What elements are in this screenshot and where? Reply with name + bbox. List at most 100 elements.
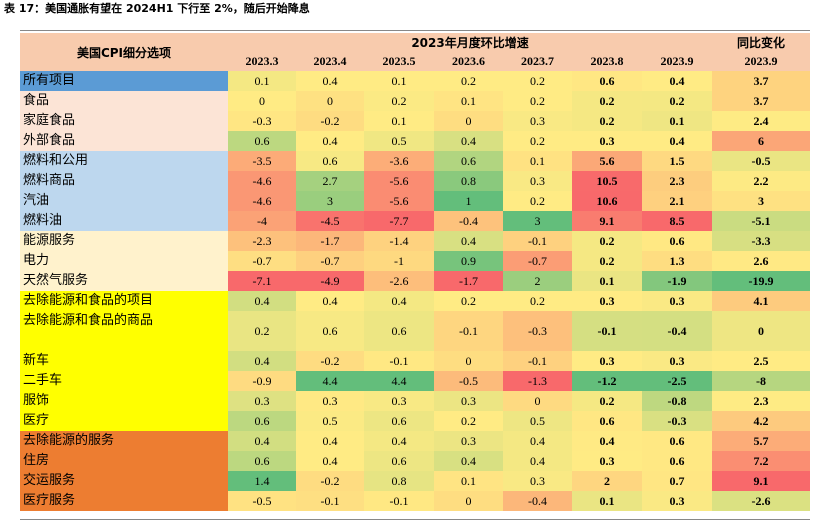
value-cell: -1.9: [642, 271, 713, 291]
value-cell: 8.5: [642, 211, 713, 231]
value-cell: 0.6: [642, 431, 713, 451]
value-cell: 2.5: [712, 351, 811, 371]
value-cell: 4.4: [364, 371, 434, 391]
value-cell: 0.9: [434, 251, 503, 271]
value-cell: 0.2: [503, 71, 572, 91]
value-cell: -3.5: [228, 151, 296, 171]
value-cell: 5.6: [572, 151, 642, 171]
value-cell: 3.7: [712, 71, 811, 91]
value-cell: 0.4: [364, 431, 434, 451]
value-cell: 3: [503, 211, 572, 231]
row-label: 家庭食品: [20, 111, 228, 131]
table-row: 去除能源的服务 0.4 0.4 0.4 0.3 0.4 0.4 0.6 5.7: [20, 431, 811, 451]
table-row: 医疗 0.6 0.5 0.6 0.2 0.5 0.6 -0.3 4.2: [20, 411, 811, 431]
row-label: 去除能源和食品的商品: [20, 311, 228, 351]
value-cell: 1: [434, 191, 503, 211]
column-header: 2023.7: [503, 52, 572, 71]
value-cell: 0: [228, 91, 296, 111]
value-cell: 2.2: [712, 171, 811, 191]
value-cell: 2.3: [642, 171, 713, 191]
value-cell: 0.3: [572, 351, 642, 371]
value-cell: 10.6: [572, 191, 642, 211]
value-cell: -1.2: [572, 371, 642, 391]
value-cell: -1.4: [364, 231, 434, 251]
row-label: 天然气服务: [20, 271, 228, 291]
table-row: 食品 0 0 0.2 0.1 0.2 0.2 0.2 3.7: [20, 91, 811, 111]
value-cell: 0.6: [364, 411, 434, 431]
value-cell: 4.4: [296, 371, 364, 391]
value-cell: 0.6: [228, 411, 296, 431]
value-cell: -2.5: [642, 371, 713, 391]
column-header: 2023.9: [712, 52, 811, 71]
table-header: 美国CPI细分选项 2023年月度环比增速 同比变化 2023.3 2023.4 2…: [20, 33, 811, 71]
value-cell: 4.2: [712, 411, 811, 431]
value-cell: 0: [296, 91, 364, 111]
value-cell: 0.3: [503, 171, 572, 191]
value-cell: -4.5: [296, 211, 364, 231]
value-cell: -1: [364, 251, 434, 271]
value-cell: 2: [572, 471, 642, 491]
value-cell: 0.2: [572, 251, 642, 271]
value-cell: 0.1: [572, 491, 642, 511]
row-label: 交运服务: [20, 471, 228, 491]
value-cell: -5.6: [364, 191, 434, 211]
value-cell: 0.4: [503, 431, 572, 451]
row-label: 去除能源的服务: [20, 431, 228, 451]
row-label: 医疗: [20, 411, 228, 431]
value-cell: 0.6: [364, 311, 434, 351]
value-cell: 0.3: [434, 431, 503, 451]
table-row: 二手车 -0.9 4.4 4.4 -0.5 -1.3 -1.2 -2.5 -8: [20, 371, 811, 391]
value-cell: 2.6: [712, 251, 811, 271]
value-cell: 0.1: [434, 471, 503, 491]
value-cell: -0.1: [296, 491, 364, 511]
value-cell: 0.3: [572, 291, 642, 311]
value-cell: 4.1: [712, 291, 811, 311]
value-cell: -8: [712, 371, 811, 391]
row-label: 外部食品: [20, 131, 228, 151]
value-cell: -3.6: [364, 151, 434, 171]
value-cell: 0.3: [642, 291, 713, 311]
value-cell: -19.9: [712, 271, 811, 291]
value-cell: 9.1: [712, 471, 811, 491]
value-cell: 0.2: [572, 91, 642, 111]
value-cell: 0.8: [364, 471, 434, 491]
value-cell: -0.7: [228, 251, 296, 271]
value-cell: 0.1: [503, 151, 572, 171]
value-cell: 7.2: [712, 451, 811, 471]
value-cell: 0.3: [228, 391, 296, 411]
value-cell: 0.2: [503, 191, 572, 211]
value-cell: 3: [712, 191, 811, 211]
value-cell: 3: [296, 191, 364, 211]
value-cell: -0.7: [503, 251, 572, 271]
header-row: 2023.3 2023.4 2023.5 2023.6 2023.7 2023.8 2023…: [20, 52, 811, 71]
value-cell: 1.3: [642, 251, 713, 271]
value-cell: 0: [434, 111, 503, 131]
value-cell: 2.1: [642, 191, 713, 211]
value-cell: 0.4: [434, 131, 503, 151]
value-cell: 0.6: [572, 411, 642, 431]
value-cell: 0.3: [642, 351, 713, 371]
value-cell: 0.1: [364, 111, 434, 131]
value-cell: 0.6: [642, 451, 713, 471]
value-cell: 0.6: [296, 311, 364, 351]
value-cell: 0: [503, 391, 572, 411]
value-cell: 0.3: [364, 391, 434, 411]
value-cell: -0.1: [503, 351, 572, 371]
value-cell: -0.1: [572, 311, 642, 351]
table-row: 去除能源和食品的商品 0.2 0.6 0.6 -0.1 -0.3 -0.1 -0.4 0: [20, 311, 811, 351]
value-cell: 0: [434, 491, 503, 511]
value-cell: 0.2: [434, 291, 503, 311]
value-cell: 0.4: [228, 431, 296, 451]
value-cell: 0.1: [434, 91, 503, 111]
value-cell: -5.1: [712, 211, 811, 231]
value-cell: -0.5: [434, 371, 503, 391]
value-cell: 0.6: [572, 71, 642, 91]
value-cell: -0.4: [642, 311, 713, 351]
table-row: 所有项目 0.1 0.4 0.1 0.2 0.2 0.6 0.4 3.7: [20, 71, 811, 91]
row-label: 汽油: [20, 191, 228, 211]
value-cell: -0.1: [434, 311, 503, 351]
table-row: 交运服务 1.4 -0.2 0.8 0.1 0.3 2 0.7 9.1: [20, 471, 811, 491]
value-cell: 0.4: [642, 131, 713, 151]
table-row: 家庭食品 -0.3 -0.2 0.1 0 0.3 0.2 0.1 2.4: [20, 111, 811, 131]
